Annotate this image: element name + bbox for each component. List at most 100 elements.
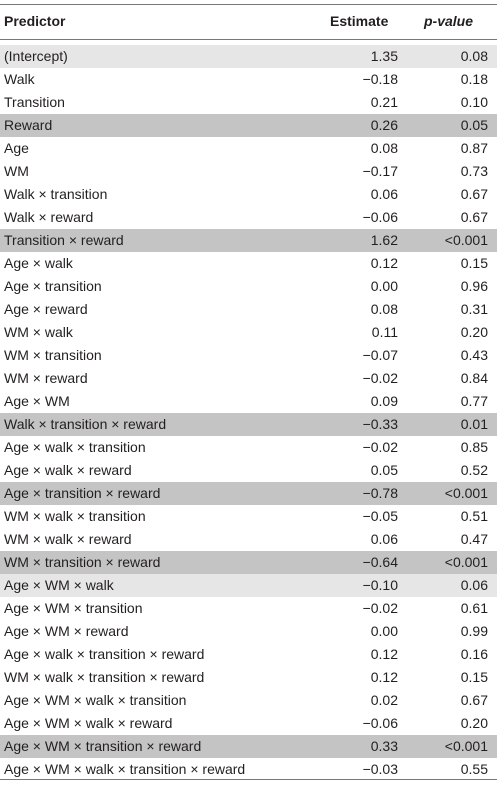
- pvalue-cell: 0.51: [460, 508, 488, 524]
- pvalue-cell: 0.67: [460, 692, 488, 708]
- header-predictor: Predictor: [4, 13, 66, 29]
- pvalue-cell: 0.67: [460, 209, 488, 225]
- predictor-cell: Age × transition: [4, 278, 102, 294]
- table-row: Walk × reward −0.06 0.67: [0, 206, 497, 229]
- estimate-cell: −0.05: [362, 508, 398, 524]
- estimate-cell: 0.21: [370, 94, 398, 110]
- pvalue-cell: 0.05: [398, 114, 497, 137]
- table-row: WM × transition −0.07 0.43: [0, 344, 497, 367]
- table-row: Age × reward 0.08 0.31: [0, 298, 497, 321]
- estimate-cell: −0.02: [362, 600, 398, 616]
- table-header: Predictor Estimate p-value: [0, 5, 497, 39]
- table-row: Transition 0.21 0.10: [0, 91, 497, 114]
- table-row: Age × WM × walk −0.10 0.06: [0, 574, 497, 597]
- predictor-cell: Age × WM × transition: [4, 600, 143, 616]
- table-row: WM × transition × reward −0.64 <0.001: [0, 551, 497, 574]
- predictor-cell: Age: [4, 140, 29, 156]
- pvalue-cell: 0.96: [460, 278, 488, 294]
- table-row: Age × transition 0.00 0.96: [0, 275, 497, 298]
- estimate-cell: 0.12: [370, 669, 398, 685]
- pvalue-cell: 0.20: [460, 715, 488, 731]
- estimate-cell: 0.33: [322, 735, 398, 758]
- table-row: Reward 0.26 0.05: [0, 114, 497, 137]
- predictor-cell: WM × walk × reward: [4, 531, 132, 547]
- pvalue-cell: 0.01: [398, 413, 497, 436]
- estimate-cell: −0.78: [322, 482, 398, 505]
- estimate-cell: 0.00: [370, 278, 398, 294]
- predictor-cell: Transition: [4, 94, 65, 110]
- estimate-cell: 0.09: [370, 393, 398, 409]
- header-pvalue-text: p-value: [424, 13, 474, 29]
- predictor-cell: Age × walk × reward: [4, 462, 132, 478]
- estimate-cell: −0.02: [362, 370, 398, 386]
- pvalue-cell: 0.43: [460, 347, 488, 363]
- estimate-cell: 0.00: [370, 623, 398, 639]
- estimate-cell: 1.35: [322, 45, 398, 68]
- estimate-cell: −0.18: [362, 71, 398, 87]
- pvalue-cell: 0.06: [398, 574, 497, 597]
- estimate-cell: 0.06: [370, 531, 398, 547]
- predictor-cell: WM × transition × reward: [0, 551, 322, 574]
- estimate-cell: 0.08: [370, 301, 398, 317]
- pvalue-cell: 0.18: [460, 71, 488, 87]
- estimate-cell: −0.03: [362, 761, 398, 777]
- table-row: WM −0.17 0.73: [0, 160, 497, 183]
- pvalue-cell: 0.61: [460, 600, 488, 616]
- pvalue-cell: 0.15: [460, 255, 488, 271]
- predictor-cell: Reward: [0, 114, 322, 137]
- predictor-cell: WM × walk × transition: [4, 508, 146, 524]
- pvalue-cell: 0.67: [460, 186, 488, 202]
- table-row: Age × transition × reward −0.78 <0.001: [0, 482, 497, 505]
- pvalue-cell: 0.31: [460, 301, 488, 317]
- pvalue-cell: 0.47: [460, 531, 488, 547]
- predictor-cell: WM × walk: [4, 324, 73, 340]
- estimate-cell: −0.06: [362, 715, 398, 731]
- estimate-cell: −0.17: [362, 163, 398, 179]
- pvalue-cell: <0.001: [398, 482, 497, 505]
- table-row: Age × walk × reward 0.05 0.52: [0, 459, 497, 482]
- pvalue-cell: 0.85: [460, 439, 488, 455]
- table-row: WM × walk 0.11 0.20: [0, 321, 497, 344]
- estimate-cell: 0.12: [370, 646, 398, 662]
- pvalue-cell: 0.77: [460, 393, 488, 409]
- predictor-cell: Transition × reward: [0, 229, 322, 252]
- table-row: (Intercept) 1.35 0.08: [0, 45, 497, 68]
- predictor-cell: Age × WM × walk × transition × reward: [4, 761, 246, 777]
- predictor-cell: Age × WM × walk × reward: [4, 715, 173, 731]
- estimate-cell: 0.11: [371, 324, 398, 340]
- estimate-cell: 0.26: [322, 114, 398, 137]
- table-row: Age × WM × walk × transition 0.02 0.67: [0, 689, 497, 712]
- predictor-cell: Age × WM × reward: [4, 623, 129, 639]
- table-row: Walk × transition 0.06 0.67: [0, 183, 497, 206]
- table-row: Transition × reward 1.62 <0.001: [0, 229, 497, 252]
- pvalue-cell: 0.55: [460, 761, 488, 777]
- predictor-cell: Age × reward: [4, 301, 88, 317]
- predictor-cell: Age × WM × walk: [0, 574, 322, 597]
- table-body: (Intercept) 1.35 0.08 Walk −0.18 0.18 Transiti…: [0, 45, 497, 781]
- predictor-cell: Age × walk × transition × reward: [4, 646, 205, 662]
- estimate-cell: 0.06: [370, 186, 398, 202]
- pvalue-cell: <0.001: [398, 229, 497, 252]
- estimate-cell: 0.05: [370, 462, 398, 478]
- bottom-rule: [0, 779, 497, 780]
- predictor-cell: WM × transition: [4, 347, 102, 363]
- table-row: WM × walk × transition × reward 0.12 0.15: [0, 666, 497, 689]
- pvalue-cell: 0.16: [460, 646, 488, 662]
- header-pvalue: p-value: [424, 13, 473, 29]
- table-row: Age 0.08 0.87: [0, 137, 497, 160]
- predictor-cell: Age × WM × transition × reward: [0, 735, 322, 758]
- estimate-cell: 1.62: [322, 229, 398, 252]
- table-row: Age × WM × transition −0.02 0.61: [0, 597, 497, 620]
- predictor-cell: (Intercept): [0, 45, 322, 68]
- table-row: Age × WM 0.09 0.77: [0, 390, 497, 413]
- table-row: Age × WM × transition × reward 0.33 <0.001: [0, 735, 497, 758]
- table-row: WM × reward −0.02 0.84: [0, 367, 497, 390]
- predictor-cell: Walk: [4, 71, 35, 87]
- predictor-cell: WM: [4, 163, 29, 179]
- predictor-cell: Age × transition × reward: [0, 482, 322, 505]
- estimate-cell: −0.10: [322, 574, 398, 597]
- predictor-cell: Age × WM: [4, 393, 70, 409]
- pvalue-cell: 0.84: [460, 370, 488, 386]
- header-estimate: Estimate: [330, 13, 389, 29]
